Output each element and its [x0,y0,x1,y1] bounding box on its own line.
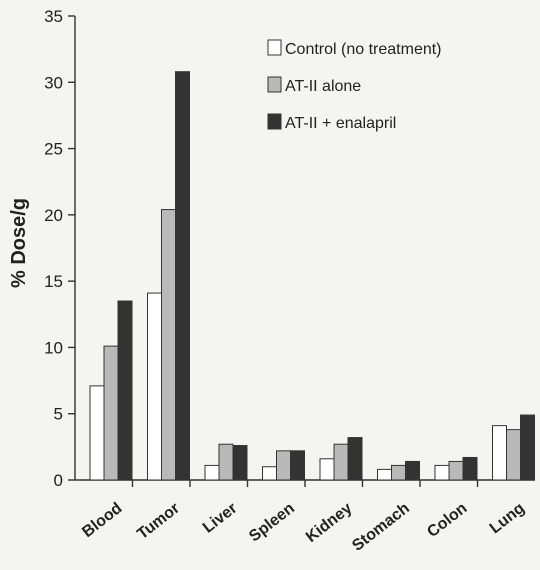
bar-liver-series-2 [218,443,234,481]
y-tick-label: 20 [44,206,63,225]
legend-label: AT-II + enalapril [285,115,396,132]
bar-lung-series-3 [520,414,535,481]
bar-liver-series-1 [204,464,220,481]
bar-stomach-series-2 [391,464,406,481]
legend: Control (no treatment) AT-II alone AT-II +… [267,39,442,132]
x-tick-label: Blood [79,500,125,541]
bar-tumor-series-2 [161,209,176,481]
bar-spleen-series-2 [276,450,291,481]
bar-lung-series-2 [506,429,521,481]
bar-colon-series-3 [462,456,478,481]
legend-swatch [267,39,282,56]
x-tick-label: Liver [200,500,241,537]
bar-stomach-series-1 [377,468,392,481]
y-tick-label: 30 [44,73,63,92]
bar-kidney-series-3 [347,437,363,481]
legend-label: Control (no treatment) [285,41,442,58]
bar-spleen-series-1 [262,466,277,481]
bar-blood-series-2 [103,345,119,481]
legend-swatch [267,113,282,130]
y-tick-label: 15 [44,272,63,291]
y-tick-label: 25 [44,140,63,159]
bar-liver-series-3 [232,445,248,481]
x-tick-label: Spleen [246,500,298,546]
x-tick-label: Kidney [303,500,356,546]
bar-blood-series-1 [89,385,105,481]
y-tick-label: 35 [44,7,63,26]
legend-swatch [267,76,282,93]
y-tick-label: 0 [54,471,63,490]
x-tick-label: Lung [487,500,528,537]
bar-tumor-series-3 [175,71,190,481]
y-axis-ticks: 0 5 10 15 20 25 30 35 [44,7,75,490]
bar-kidney-series-1 [319,458,335,481]
bar-kidney-series-2 [333,443,349,481]
legend-label: AT-II alone [285,78,361,95]
bar-tumor-series-1 [147,292,162,481]
bar-stomach-series-3 [405,460,420,481]
x-tick-label: Colon [424,500,470,541]
x-tick-label: Tumor [134,500,183,543]
x-tick-label: Stomach [349,500,413,555]
y-tick-label: 10 [44,338,63,357]
y-axis-title: % Dose/g [8,198,30,288]
bar-lung-series-1 [492,425,507,481]
bar-spleen-series-3 [290,450,305,481]
bar-blood-series-3 [117,300,133,481]
bar-colon-series-1 [434,464,450,481]
bars [89,71,535,481]
y-tick-label: 5 [54,405,63,424]
bar-colon-series-2 [448,460,464,481]
